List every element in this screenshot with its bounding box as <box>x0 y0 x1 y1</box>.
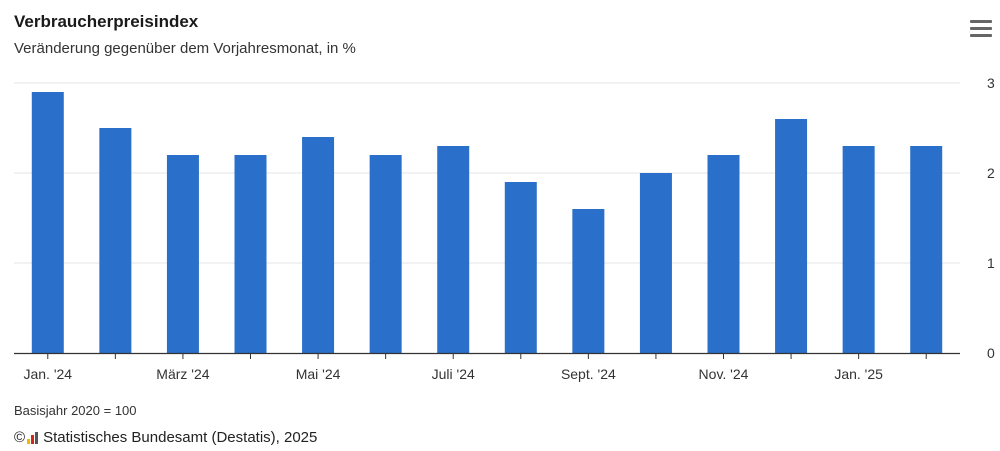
chart-title: Verbraucherpreisindex <box>14 12 199 31</box>
bar[interactable]: Apr. '24: 2.2 <box>234 155 267 353</box>
bar[interactable]: Mai '24: 2.4 <box>302 137 335 353</box>
y-tick-label: 0 <box>987 345 995 361</box>
base-year-note: Basisjahr 2020 = 100 <box>14 403 137 418</box>
bar[interactable]: Aug. '24: 1.9 <box>504 182 537 353</box>
y-tick-label: 2 <box>987 165 995 181</box>
bar-chart: Jan. '24: 2.9 Feb. '24: 2.5 März '24: 2.2 A… <box>14 75 995 382</box>
copyright-symbol: © <box>14 429 26 446</box>
x-tick-label: Jan. '25 <box>834 366 883 382</box>
bars: Jan. '24: 2.9 Feb. '24: 2.5 März '24: 2.2 A… <box>31 92 943 353</box>
bar[interactable]: Juli '24: 2.3 <box>437 146 470 353</box>
y-tick-label: 3 <box>987 75 995 91</box>
bar[interactable]: Feb. '24: 2.5 <box>99 128 132 353</box>
bar[interactable]: Jan. '24: 2.9 <box>31 92 64 353</box>
bar[interactable]: Jan. '25: 2.3 <box>842 146 875 353</box>
bar[interactable]: Nov. '24: 2.2 <box>707 155 740 353</box>
source-text: Statistisches Bundesamt (Destatis), 2025 <box>43 429 318 446</box>
bar[interactable]: Dez. '24: 2.6 <box>775 119 808 353</box>
x-tick-label: Nov. '24 <box>699 366 749 382</box>
x-tick-label: Jan. '24 <box>23 366 72 382</box>
bar[interactable]: Sept. '24: 1.6 <box>572 209 605 353</box>
x-tick-label: Sept. '24 <box>561 366 616 382</box>
y-tick-label: 1 <box>987 255 995 271</box>
hamburger-menu-icon[interactable] <box>970 20 992 38</box>
bar[interactable]: Okt. '24: 2 <box>639 173 672 353</box>
bar[interactable]: Feb. '25: 2.3 <box>910 146 943 353</box>
chart-subtitle: Veränderung gegenüber dem Vorjahresmonat… <box>14 40 356 57</box>
x-tick-label: Mai '24 <box>296 366 341 382</box>
bar[interactable]: Juni '24: 2.2 <box>369 155 402 353</box>
bar[interactable]: März '24: 2.2 <box>166 155 199 353</box>
x-tick-label: März '24 <box>156 366 209 382</box>
y-ticks: 0 1 2 3 <box>987 75 995 361</box>
x-tick-label: Juli '24 <box>432 366 475 382</box>
destatis-logo-icon <box>27 431 39 444</box>
gridlines <box>14 82 960 264</box>
source-credit: © Statistisches Bundesamt (Destatis), 20… <box>14 429 317 446</box>
x-ticks: Jan. '24 März '24 Mai '24 Juli '24 Sept. '24… <box>23 353 927 382</box>
